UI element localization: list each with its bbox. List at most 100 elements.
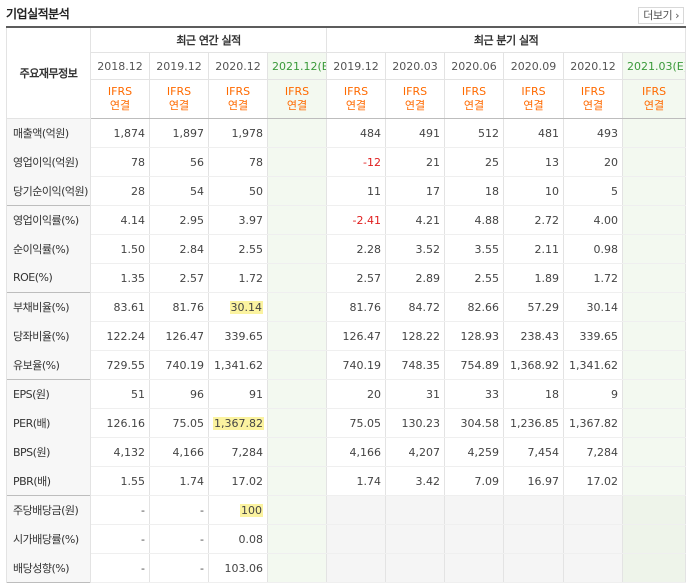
row-label: 당기순이익(억원) [6,176,91,206]
cell-value: 1,367.82 [569,416,619,430]
row-label: ROE(%) [6,263,91,293]
table-cell [266,176,328,206]
table-cell: 1,978 [208,118,268,148]
table-cell: 754.89 [444,350,505,380]
table-cell [563,524,624,554]
ifrs-label: IFRS [343,85,369,98]
cell-value: 4.00 [593,213,619,227]
quarter-date-header: 2021.03(E) [622,52,687,80]
consolidated-label: 연결 [643,99,665,112]
table-cell: 17.02 [563,466,624,496]
table-cell [503,553,565,583]
ifrs-label: IFRS [641,85,667,98]
table-cell: 1,368.92 [503,350,565,380]
table-cell: 484 [326,118,387,148]
row-label: PER(배) [6,408,91,438]
cell-value: 1,368.92 [510,358,560,372]
cell-value: 1.55 [120,474,146,488]
table-cell: 339.65 [208,321,268,351]
ifrs-label: IFRS [580,85,606,98]
table-cell [266,350,328,380]
cell-value: 56 [190,155,204,169]
table-cell [622,176,687,206]
table-cell: 1.74 [326,466,387,496]
table-cell: 748.35 [385,350,446,380]
financial-summary-table: 주요재무정보 최근 연간 실적 최근 분기 실적 2018.12 2019.12 2… [6,26,687,583]
table-cell [326,553,387,583]
table-row: BPS(원) 4,132 4,166 7,284 4,166 4,207 4,259 7,45… [6,437,687,467]
cell-value: 2.95 [179,213,205,227]
cell-value: 3.52 [415,242,441,256]
table-cell: 91 [208,379,268,409]
table-cell: 2.95 [149,205,209,235]
table-cell: 10 [503,176,565,206]
table-cell: 30.14 [208,292,268,322]
table-row: 당좌비율(%) 122.24 126.47 339.65 126.47 128.22 128… [6,321,687,351]
cell-value: 75.05 [349,416,382,430]
chevron-right-icon: › [672,9,679,22]
table-cell: 304.58 [444,408,505,438]
row-label: 영업이익(억원) [6,147,91,177]
table-cell: 126.47 [326,321,387,351]
accounting-type-header: IFRS 연결 [208,79,268,119]
ifrs-label: IFRS [284,85,310,98]
cell-value: 1,874 [113,126,146,140]
table-cell: 4.14 [90,205,150,235]
table-cell: 2.72 [503,205,565,235]
table-cell: 2.28 [326,234,387,264]
cell-value: 96 [190,387,204,401]
table-cell: 51 [90,379,150,409]
table-cell: 18 [444,176,505,206]
table-cell [266,408,328,438]
table-cell [266,205,328,235]
table-cell: 2.11 [503,234,565,264]
section-title: 기업실적분석 [6,7,70,21]
table-cell: 512 [444,118,505,148]
table-cell: 740.19 [326,350,387,380]
cell-value: 2.57 [356,271,382,285]
cell-value: 78 [131,155,145,169]
table-cell: -2.41 [326,205,387,235]
cell-value: 33 [485,387,500,401]
cell-value: 2.57 [179,271,205,285]
table-cell: 18 [503,379,565,409]
table-cell: 2.57 [149,263,209,293]
cell-value: 18 [545,387,560,401]
table-row: EPS(원) 51 96 91 20 31 33 18 9 [6,379,687,409]
row-label: 배당성향(%) [6,553,91,583]
quarter-date-header: 2020.06 [444,52,505,80]
table-cell: 96 [149,379,209,409]
cell-value: 1.72 [238,271,264,285]
table-cell: 128.93 [444,321,505,351]
cell-value: 7,284 [586,445,619,459]
quarter-date-header: 2020.09 [503,52,565,80]
table-cell: -12 [326,147,387,177]
table-row: 순이익률(%) 1.50 2.84 2.55 2.28 3.52 3.55 2.11 0.98 [6,234,687,264]
table-cell: 4.00 [563,205,624,235]
accounting-type-header: IFRS 연결 [563,79,624,119]
table-cell [622,205,687,235]
table-cell [622,379,687,409]
annual-date-header: 2018.12 [90,52,150,80]
more-button[interactable]: 더보기 › [638,7,684,24]
table-cell: 17 [385,176,446,206]
table-cell: - [149,553,209,583]
table-cell: 2.84 [149,234,209,264]
table-cell: 4,166 [149,437,209,467]
table-row: 영업이익률(%) 4.14 2.95 3.97 -2.41 4.21 4.88 2.72 4.0… [6,205,687,235]
table-cell [385,495,446,525]
table-cell: 31 [385,379,446,409]
cell-value: 1,236.85 [510,416,560,430]
table-cell: 1.72 [563,263,624,293]
cell-value: 1,367.82 [213,416,264,430]
accounting-type-header: IFRS 연결 [326,79,387,119]
cell-value: 28 [131,184,145,198]
table-cell: 50 [208,176,268,206]
cell-value: 31 [426,387,441,401]
cell-value: 21 [426,155,441,169]
table-cell [266,553,328,583]
table-cell [622,321,687,351]
table-cell: 481 [503,118,565,148]
table-cell: 126.47 [149,321,209,351]
table-cell: 2.55 [444,263,505,293]
